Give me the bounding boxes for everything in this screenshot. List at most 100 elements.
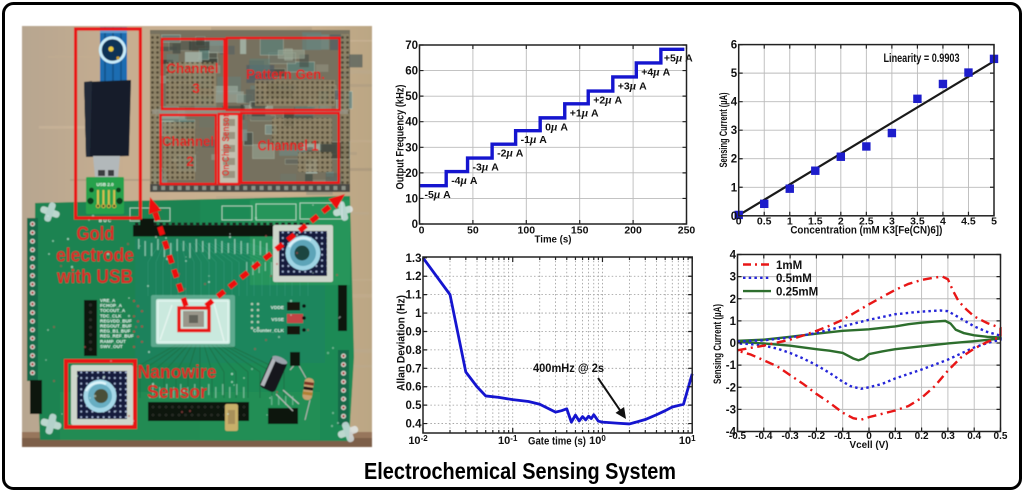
svg-text:Channel: Channel — [162, 134, 214, 149]
svg-text:150: 150 — [571, 225, 589, 237]
svg-text:VRE_A: VRE_A — [100, 298, 116, 303]
svg-text:Gold: Gold — [77, 224, 115, 245]
svg-text:-0.1: -0.1 — [834, 431, 852, 442]
svg-text:Channel 1: Channel 1 — [258, 139, 319, 155]
svg-text:1mM: 1mM — [776, 260, 802, 272]
svg-text:-0.4: -0.4 — [755, 431, 773, 442]
svg-text:-0.3: -0.3 — [781, 431, 799, 442]
svg-text:+5μ A: +5μ A — [664, 52, 693, 64]
svg-text:VSSE: VSSE — [271, 317, 285, 323]
svg-text:200: 200 — [624, 225, 642, 237]
svg-text:+3μ A: +3μ A — [618, 80, 647, 92]
svg-text:4: 4 — [730, 250, 737, 262]
svg-text:100: 100 — [518, 225, 536, 237]
svg-text:1.1: 1.1 — [406, 290, 423, 302]
svg-text:2: 2 — [838, 215, 844, 227]
svg-text:+2μ A: +2μ A — [593, 95, 622, 107]
svg-text:-1μ A: -1μ A — [521, 134, 548, 146]
svg-text:B U C: B U C — [99, 218, 112, 223]
svg-text:USB 2.0: USB 2.0 — [96, 182, 114, 187]
svg-text:0.8: 0.8 — [406, 345, 423, 357]
svg-text:4.5: 4.5 — [961, 215, 976, 227]
svg-text:400mHz @ 2s: 400mHz @ 2s — [533, 361, 604, 375]
svg-text:REG_REF_BUF: REG_REF_BUF — [100, 334, 134, 339]
svg-text:0.25mM: 0.25mM — [776, 286, 818, 298]
svg-text:2: 2 — [730, 294, 736, 306]
svg-text:-2μ A: -2μ A — [497, 148, 524, 160]
svg-text:FCHOP_A: FCHOP_A — [100, 303, 123, 308]
svg-text:0.4: 0.4 — [967, 431, 981, 442]
svg-text:TDC_CLK: TDC_CLK — [100, 313, 122, 318]
svg-text:20: 20 — [405, 168, 418, 180]
svg-text:Output Frequency (kHz): Output Frequency (kHz) — [395, 84, 407, 189]
svg-text:250: 250 — [678, 225, 696, 237]
svg-text:0: 0 — [731, 211, 737, 223]
svg-text:2: 2 — [731, 154, 737, 166]
svg-text:-4: -4 — [726, 427, 737, 439]
svg-text:RAMP_OUT: RAMP_OUT — [100, 339, 126, 344]
svg-text:1.2: 1.2 — [406, 271, 422, 283]
svg-text:4: 4 — [940, 215, 946, 227]
svg-text:REG_B1_BUF: REG_B1_BUF — [100, 329, 131, 334]
svg-text:Electrochemical Sensing System: Electrochemical Sensing System — [364, 458, 676, 484]
svg-text:1: 1 — [415, 308, 422, 320]
svg-text:SWV_OUT: SWV_OUT — [100, 344, 123, 349]
svg-text:Gate time (s): Gate time (s) — [528, 436, 586, 448]
svg-text:Sensor: Sensor — [147, 382, 207, 402]
svg-text:0.4: 0.4 — [406, 419, 423, 431]
svg-text:30: 30 — [405, 142, 418, 154]
svg-text:0.3: 0.3 — [941, 431, 955, 442]
svg-text:-5μ A: -5μ A — [425, 189, 452, 201]
svg-text:-3: -3 — [726, 404, 736, 416]
svg-text:1.5: 1.5 — [808, 215, 823, 227]
svg-text:Sensing Current (µA): Sensing Current (µA) — [712, 304, 724, 384]
svg-text:3: 3 — [889, 215, 895, 227]
svg-text:0: 0 — [736, 215, 742, 227]
svg-text:3: 3 — [192, 81, 200, 96]
svg-text:-3μ A: -3μ A — [473, 162, 500, 174]
svg-text:3.5: 3.5 — [910, 215, 925, 227]
svg-text:Allan Deviation (Hz): Allan Deviation (Hz) — [396, 295, 408, 391]
svg-text:2.5: 2.5 — [859, 215, 874, 227]
svg-text:electrode: electrode — [56, 246, 134, 267]
svg-text:Vcell (V): Vcell (V) — [850, 439, 889, 451]
svg-text:Pattern Gen.: Pattern Gen. — [246, 67, 325, 82]
svg-text:with USB: with USB — [56, 267, 133, 288]
svg-text:-4μ A: -4μ A — [451, 175, 478, 187]
svg-text:60: 60 — [405, 66, 418, 78]
svg-text:0.5: 0.5 — [757, 215, 772, 227]
svg-text:50: 50 — [467, 225, 479, 237]
svg-text:40: 40 — [405, 117, 418, 129]
svg-text:0: 0 — [730, 338, 736, 350]
svg-text:VDDE: VDDE — [271, 305, 285, 311]
svg-text:-0.2: -0.2 — [808, 431, 826, 442]
svg-text:Nanowire: Nanowire — [138, 362, 217, 382]
svg-text:3: 3 — [730, 272, 736, 284]
svg-text:6: 6 — [731, 40, 737, 52]
svg-text:1: 1 — [787, 215, 793, 227]
svg-text:0.1: 0.1 — [888, 431, 902, 442]
svg-text:Sensing Current (µA): Sensing Current (µA) — [718, 92, 730, 167]
svg-text:Time (s): Time (s) — [535, 234, 572, 246]
svg-text:TOCOUT_A: TOCOUT_A — [100, 308, 126, 313]
svg-text:1.3: 1.3 — [406, 253, 422, 265]
svg-text:3: 3 — [731, 125, 737, 137]
svg-text:-0.5: -0.5 — [729, 431, 747, 442]
svg-text:0.5: 0.5 — [406, 400, 423, 412]
svg-text:5: 5 — [731, 68, 738, 80]
svg-text:0.5: 0.5 — [994, 431, 1008, 442]
svg-text:REGVDD_BUF: REGVDD_BUF — [100, 318, 132, 323]
svg-text:0.6: 0.6 — [406, 382, 422, 394]
svg-text:70: 70 — [405, 40, 418, 52]
svg-text:On-Chip Sensor: On-Chip Sensor — [221, 114, 232, 176]
svg-text:0.7: 0.7 — [406, 363, 422, 375]
svg-text:50: 50 — [405, 91, 418, 103]
svg-text:REGOUT_BUF: REGOUT_BUF — [100, 324, 132, 329]
svg-text:1: 1 — [731, 182, 738, 194]
svg-text:-1: -1 — [726, 360, 737, 372]
svg-text:Counter_CLK: Counter_CLK — [253, 328, 284, 334]
svg-text:0: 0 — [419, 225, 425, 237]
svg-text:10: 10 — [405, 193, 418, 205]
svg-text:+1μ A: +1μ A — [570, 107, 599, 119]
svg-text:Concentration (mM K3[Fe(CN)6]): Concentration (mM K3[Fe(CN)6]) — [790, 224, 942, 236]
